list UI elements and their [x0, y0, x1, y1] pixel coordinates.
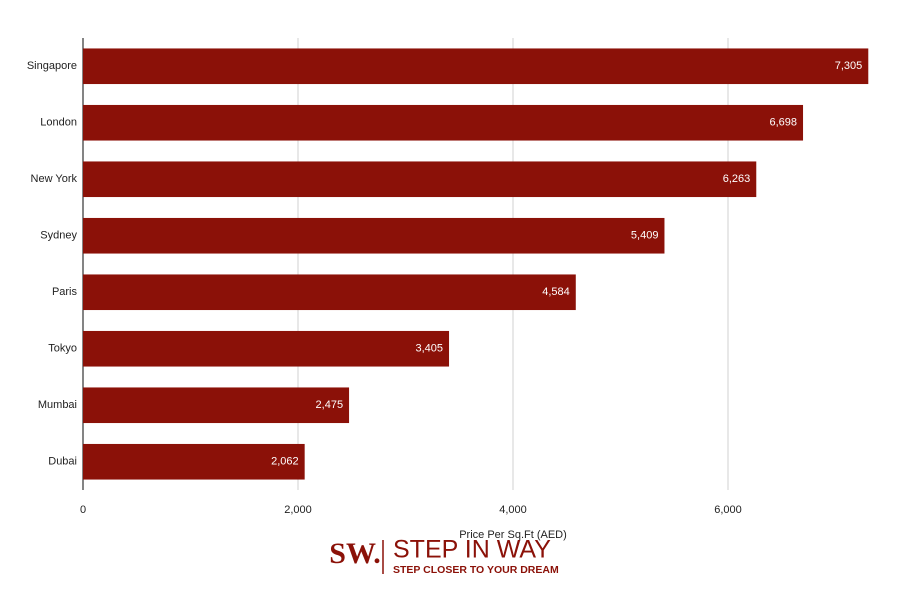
logo-mark: SW. [329, 537, 380, 570]
bar [83, 443, 305, 480]
bar [83, 274, 576, 311]
value-label: 2,475 [316, 399, 344, 411]
value-label: 5,409 [631, 230, 659, 242]
y-tick-label: Tokyo [48, 343, 77, 355]
y-tick-label: Dubai [48, 456, 77, 468]
value-label: 3,405 [416, 343, 444, 355]
logo-name: STEP IN WAY [393, 536, 551, 564]
value-label: 4,584 [542, 286, 570, 298]
x-tick-label: 6,000 [714, 504, 742, 516]
value-label: 7,305 [835, 60, 863, 72]
bar [83, 48, 869, 85]
logo-tagline: STEP CLOSER TO YOUR DREAM [393, 564, 559, 576]
x-tick-label: 2,000 [284, 504, 312, 516]
y-tick-label: Mumbai [38, 399, 77, 411]
y-tick-label: New York [31, 173, 78, 185]
bar [83, 330, 450, 367]
y-tick-label: Paris [52, 286, 78, 298]
y-tick-label: Singapore [27, 60, 77, 72]
bar [83, 161, 757, 198]
x-tick-label: 0 [80, 504, 86, 516]
bar [83, 217, 665, 254]
value-label: 6,698 [770, 117, 798, 129]
x-tick-label: 4,000 [499, 504, 527, 516]
y-tick-label: London [40, 117, 77, 129]
y-tick-label: Sydney [40, 230, 77, 242]
value-label: 6,263 [723, 173, 751, 185]
bar [83, 104, 804, 141]
value-label: 2,062 [271, 456, 299, 468]
bar [83, 387, 350, 424]
x-axis-label: Price Per Sq.Ft (AED) [459, 529, 567, 541]
